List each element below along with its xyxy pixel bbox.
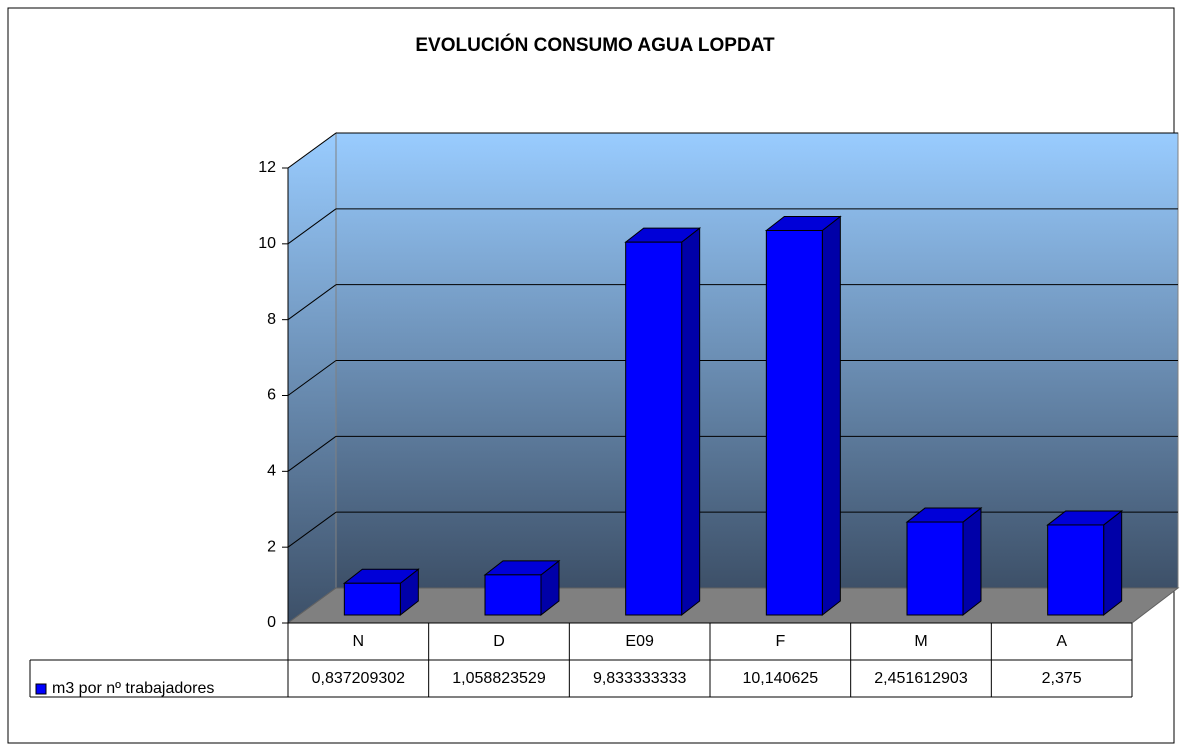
grid-line — [287, 435, 337, 472]
bar — [483, 559, 561, 617]
grid-line — [287, 208, 337, 245]
bar-side — [962, 507, 982, 617]
x-tick-label: F — [775, 633, 785, 650]
grid-line — [287, 284, 337, 321]
table-value: 2,375 — [1042, 670, 1082, 687]
bar-front — [765, 230, 823, 616]
bar-front — [625, 241, 683, 616]
x-tick-label: N — [353, 633, 365, 650]
y-tick-label: 2 — [267, 538, 276, 555]
bar-side — [821, 215, 841, 617]
bar-front — [343, 582, 401, 616]
y-tick-label: 10 — [258, 235, 276, 252]
legend-label: m3 por nº trabajadores — [52, 680, 214, 697]
table-value: 9,833333333 — [593, 670, 687, 687]
bar-side — [681, 227, 701, 617]
bar-front — [1047, 524, 1105, 616]
data-table — [29, 622, 1133, 698]
chart-title: EVOLUCIÓN CONSUMO AGUA LOPDAT — [415, 34, 775, 56]
table-value: 2,451612903 — [874, 670, 968, 687]
bar — [624, 227, 702, 617]
y-tick-label: 0 — [267, 614, 276, 631]
bar — [1046, 509, 1124, 617]
y-tick-label: 6 — [267, 387, 276, 404]
table-value: 10,140625 — [743, 670, 819, 687]
bar-front — [906, 521, 964, 616]
bar-side — [1103, 509, 1123, 617]
x-tick-label: M — [914, 633, 927, 650]
x-tick-label: D — [493, 633, 505, 650]
bar — [342, 568, 420, 617]
table-value: 1,058823529 — [452, 670, 546, 687]
grid-line — [287, 511, 337, 548]
table-value: 0,837209302 — [312, 670, 406, 687]
y-tick-label: 8 — [267, 311, 276, 328]
bar — [764, 215, 842, 617]
y-tick-label: 12 — [258, 159, 276, 176]
x-tick-label: A — [1056, 633, 1067, 650]
x-tick-label: E09 — [625, 633, 654, 650]
y-tick-label: 4 — [267, 463, 276, 480]
grid-line — [287, 132, 337, 169]
bar — [905, 507, 983, 617]
bar-front — [484, 574, 542, 616]
floor — [286, 587, 1180, 624]
grid-line — [287, 360, 337, 396]
legend-key — [35, 683, 47, 695]
